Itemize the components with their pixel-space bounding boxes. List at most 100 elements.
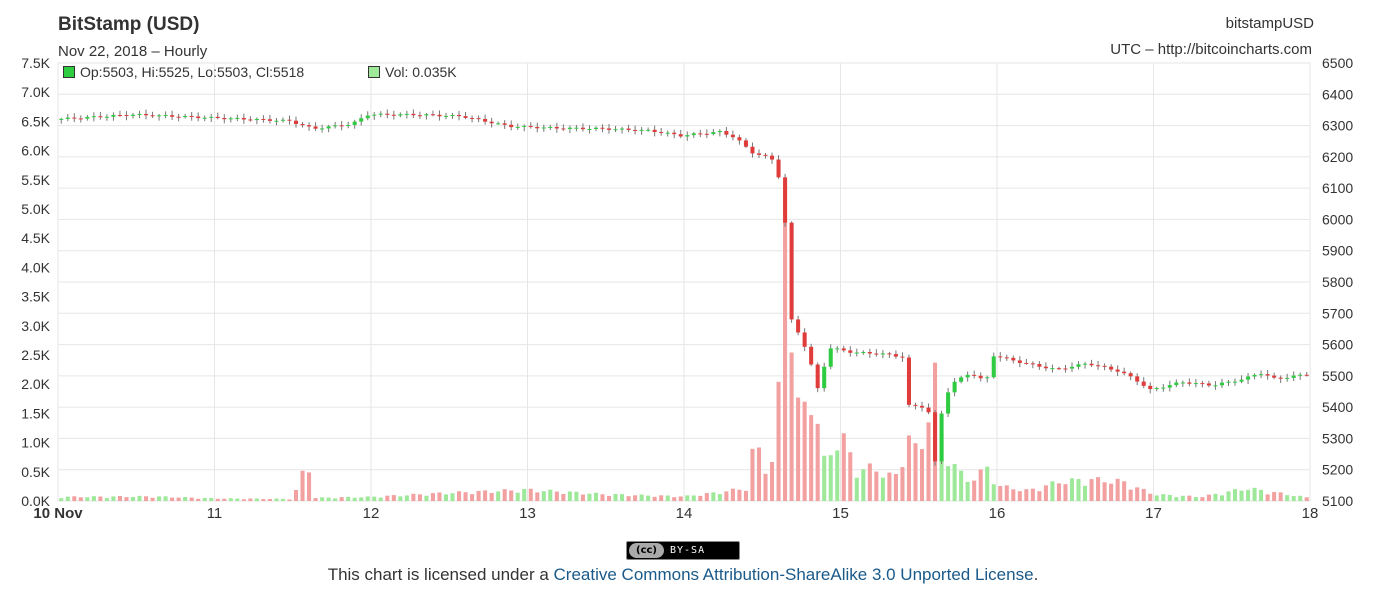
candle-body (1089, 363, 1094, 366)
candle-body (965, 374, 970, 378)
volume-bar (1174, 497, 1179, 501)
volume-bar (1148, 493, 1153, 501)
volume-bar (1265, 494, 1270, 501)
candle-body (646, 129, 651, 131)
candle-body (783, 177, 788, 223)
volume-bar (756, 447, 762, 501)
x-tick-label: 15 (832, 505, 849, 522)
volume-bar (580, 494, 585, 501)
candle-body (254, 118, 259, 121)
volume-bar (365, 496, 370, 501)
candle-body (189, 115, 194, 117)
candle-body (809, 346, 814, 365)
candle-body (522, 125, 527, 127)
volume-bar (111, 496, 116, 501)
volume-bar (828, 455, 833, 501)
volume-bar (398, 496, 403, 501)
volume-bar (372, 496, 377, 501)
candle-body (1206, 383, 1211, 386)
volume-bar (104, 497, 109, 501)
cc-license-badge[interactable]: (cc) BY-SA (626, 541, 740, 560)
x-tick-label: 16 (989, 505, 1006, 522)
volume-bar (1089, 479, 1094, 501)
volume-bar (724, 491, 729, 501)
volume-tick-label: 1.0K (21, 435, 50, 451)
volume-bar (1239, 490, 1244, 501)
candle-body (939, 413, 944, 462)
volume-bar (254, 498, 259, 501)
license-prefix: This chart is licensed under a (327, 565, 554, 584)
chart-title: BitStamp (USD) (58, 14, 200, 35)
volume-bar (293, 489, 299, 501)
volume-bar (248, 498, 253, 501)
candle-body (450, 114, 455, 116)
volume-bar (1076, 479, 1081, 501)
volume-bar (789, 352, 794, 501)
volume-bar (189, 497, 194, 501)
volume-bar (124, 497, 129, 501)
candle-body (378, 113, 383, 115)
volume-bar (1291, 496, 1296, 501)
candle-body (952, 381, 957, 393)
volume-bar (1193, 497, 1198, 501)
volume-bar (404, 495, 409, 501)
volume-bar (626, 496, 631, 501)
volume-bar (880, 477, 885, 501)
volume-bar (659, 495, 664, 501)
volume-bar (202, 497, 207, 501)
volume-bar (1102, 482, 1107, 501)
candle-body (202, 117, 207, 119)
candle-body (313, 126, 318, 129)
x-tick-label: 12 (363, 505, 380, 522)
volume-bar (861, 469, 866, 501)
candle-body (183, 115, 188, 118)
candle-body (1056, 368, 1061, 370)
volume-bar (946, 466, 951, 501)
volume-bar (176, 497, 181, 501)
candle-body (326, 126, 331, 129)
candle-body (176, 116, 181, 118)
candle-body (483, 118, 488, 122)
volume-bar (698, 495, 703, 501)
volume-bar (528, 488, 533, 501)
license-link[interactable]: Creative Commons Attribution-ShareAlike … (553, 565, 1034, 584)
candle-body (959, 377, 964, 382)
volume-bar (548, 489, 553, 501)
candle-body (1102, 365, 1107, 367)
candle-body (372, 114, 377, 116)
candle-body (1083, 363, 1088, 365)
candle-body (1252, 374, 1257, 377)
candle-body (1069, 366, 1075, 369)
candle-body (515, 126, 520, 128)
volume-bar (1096, 477, 1101, 501)
candle-body (300, 123, 305, 126)
legend-ohlc: Op:5503, Hi:5525, Lo:5503, Cl:5518 (63, 64, 304, 80)
volume-bar (98, 496, 103, 501)
volume-bar (502, 489, 507, 501)
candle-body (893, 354, 898, 357)
candle-body (743, 140, 748, 147)
volume-bar (965, 481, 970, 501)
legend-volume-text: Vol: 0.035K (385, 64, 457, 80)
candle-body (587, 129, 592, 131)
volume-bar (848, 452, 853, 501)
volume-bar (1187, 495, 1192, 501)
candle-body (248, 119, 253, 121)
price-tick-label: 6300 (1322, 118, 1353, 134)
volume-tick-label: 0.0K (21, 493, 50, 509)
candle-body (91, 116, 96, 118)
candle-body (1076, 364, 1081, 367)
candle-body (926, 407, 931, 413)
volume-bar (457, 491, 462, 501)
candle-body (1004, 357, 1009, 359)
candle-body (1219, 382, 1224, 386)
candle-body (1043, 366, 1048, 369)
volume-bar (509, 490, 514, 501)
candle-body (287, 119, 292, 121)
candle-body (776, 159, 781, 178)
volume-bar (998, 486, 1003, 501)
candle-body (163, 115, 168, 117)
volume-bar (802, 401, 807, 501)
volume-bar (137, 495, 142, 501)
candle-body (1011, 357, 1016, 361)
